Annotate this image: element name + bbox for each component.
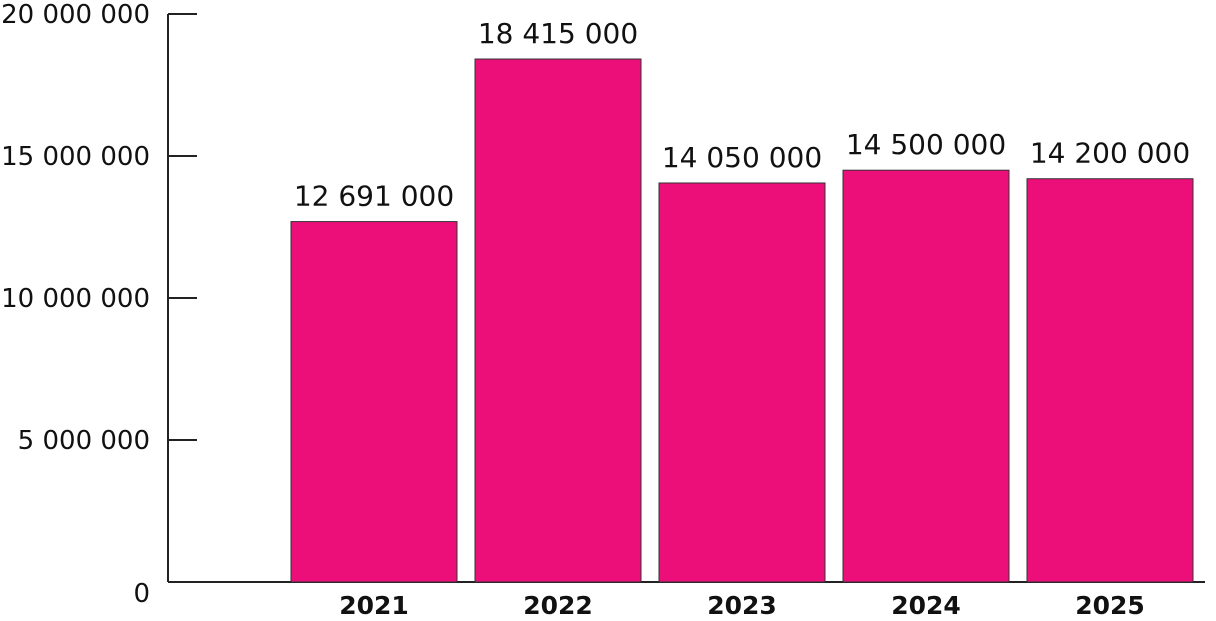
data-label-2025: 14 200 000 [1030, 137, 1190, 170]
y-tick-label: 20 000 000 [1, 0, 150, 30]
bar-2021 [290, 221, 458, 583]
data-label-2022: 18 415 000 [478, 17, 638, 50]
bar-2025 [1026, 178, 1194, 583]
bar-2022 [474, 58, 642, 583]
data-label-2023: 14 050 000 [662, 141, 822, 174]
y-tick-label: 15 000 000 [1, 142, 150, 172]
bars [290, 58, 1194, 583]
data-label-2021: 12 691 000 [294, 180, 454, 213]
y-ticks: 0 5 000 000 10 000 000 15 000 000 20 000 000 [1, 0, 197, 609]
y-tick-label: 0 [133, 579, 150, 609]
bar-2023 [658, 182, 826, 583]
category-labels: 2021 2022 2023 2024 2025 [339, 591, 1145, 620]
category-label-2022: 2022 [523, 591, 593, 620]
bar-2024 [842, 169, 1010, 583]
category-label-2025: 2025 [1075, 591, 1145, 620]
category-label-2023: 2023 [707, 591, 777, 620]
y-tick-label: 10 000 000 [1, 284, 150, 314]
category-label-2024: 2024 [891, 591, 961, 620]
y-tick-label: 5 000 000 [18, 426, 150, 456]
data-label-2024: 14 500 000 [846, 128, 1006, 161]
category-label-2021: 2021 [339, 591, 409, 620]
data-labels: 12 691 000 18 415 000 14 050 000 14 500 000… [294, 17, 1190, 213]
